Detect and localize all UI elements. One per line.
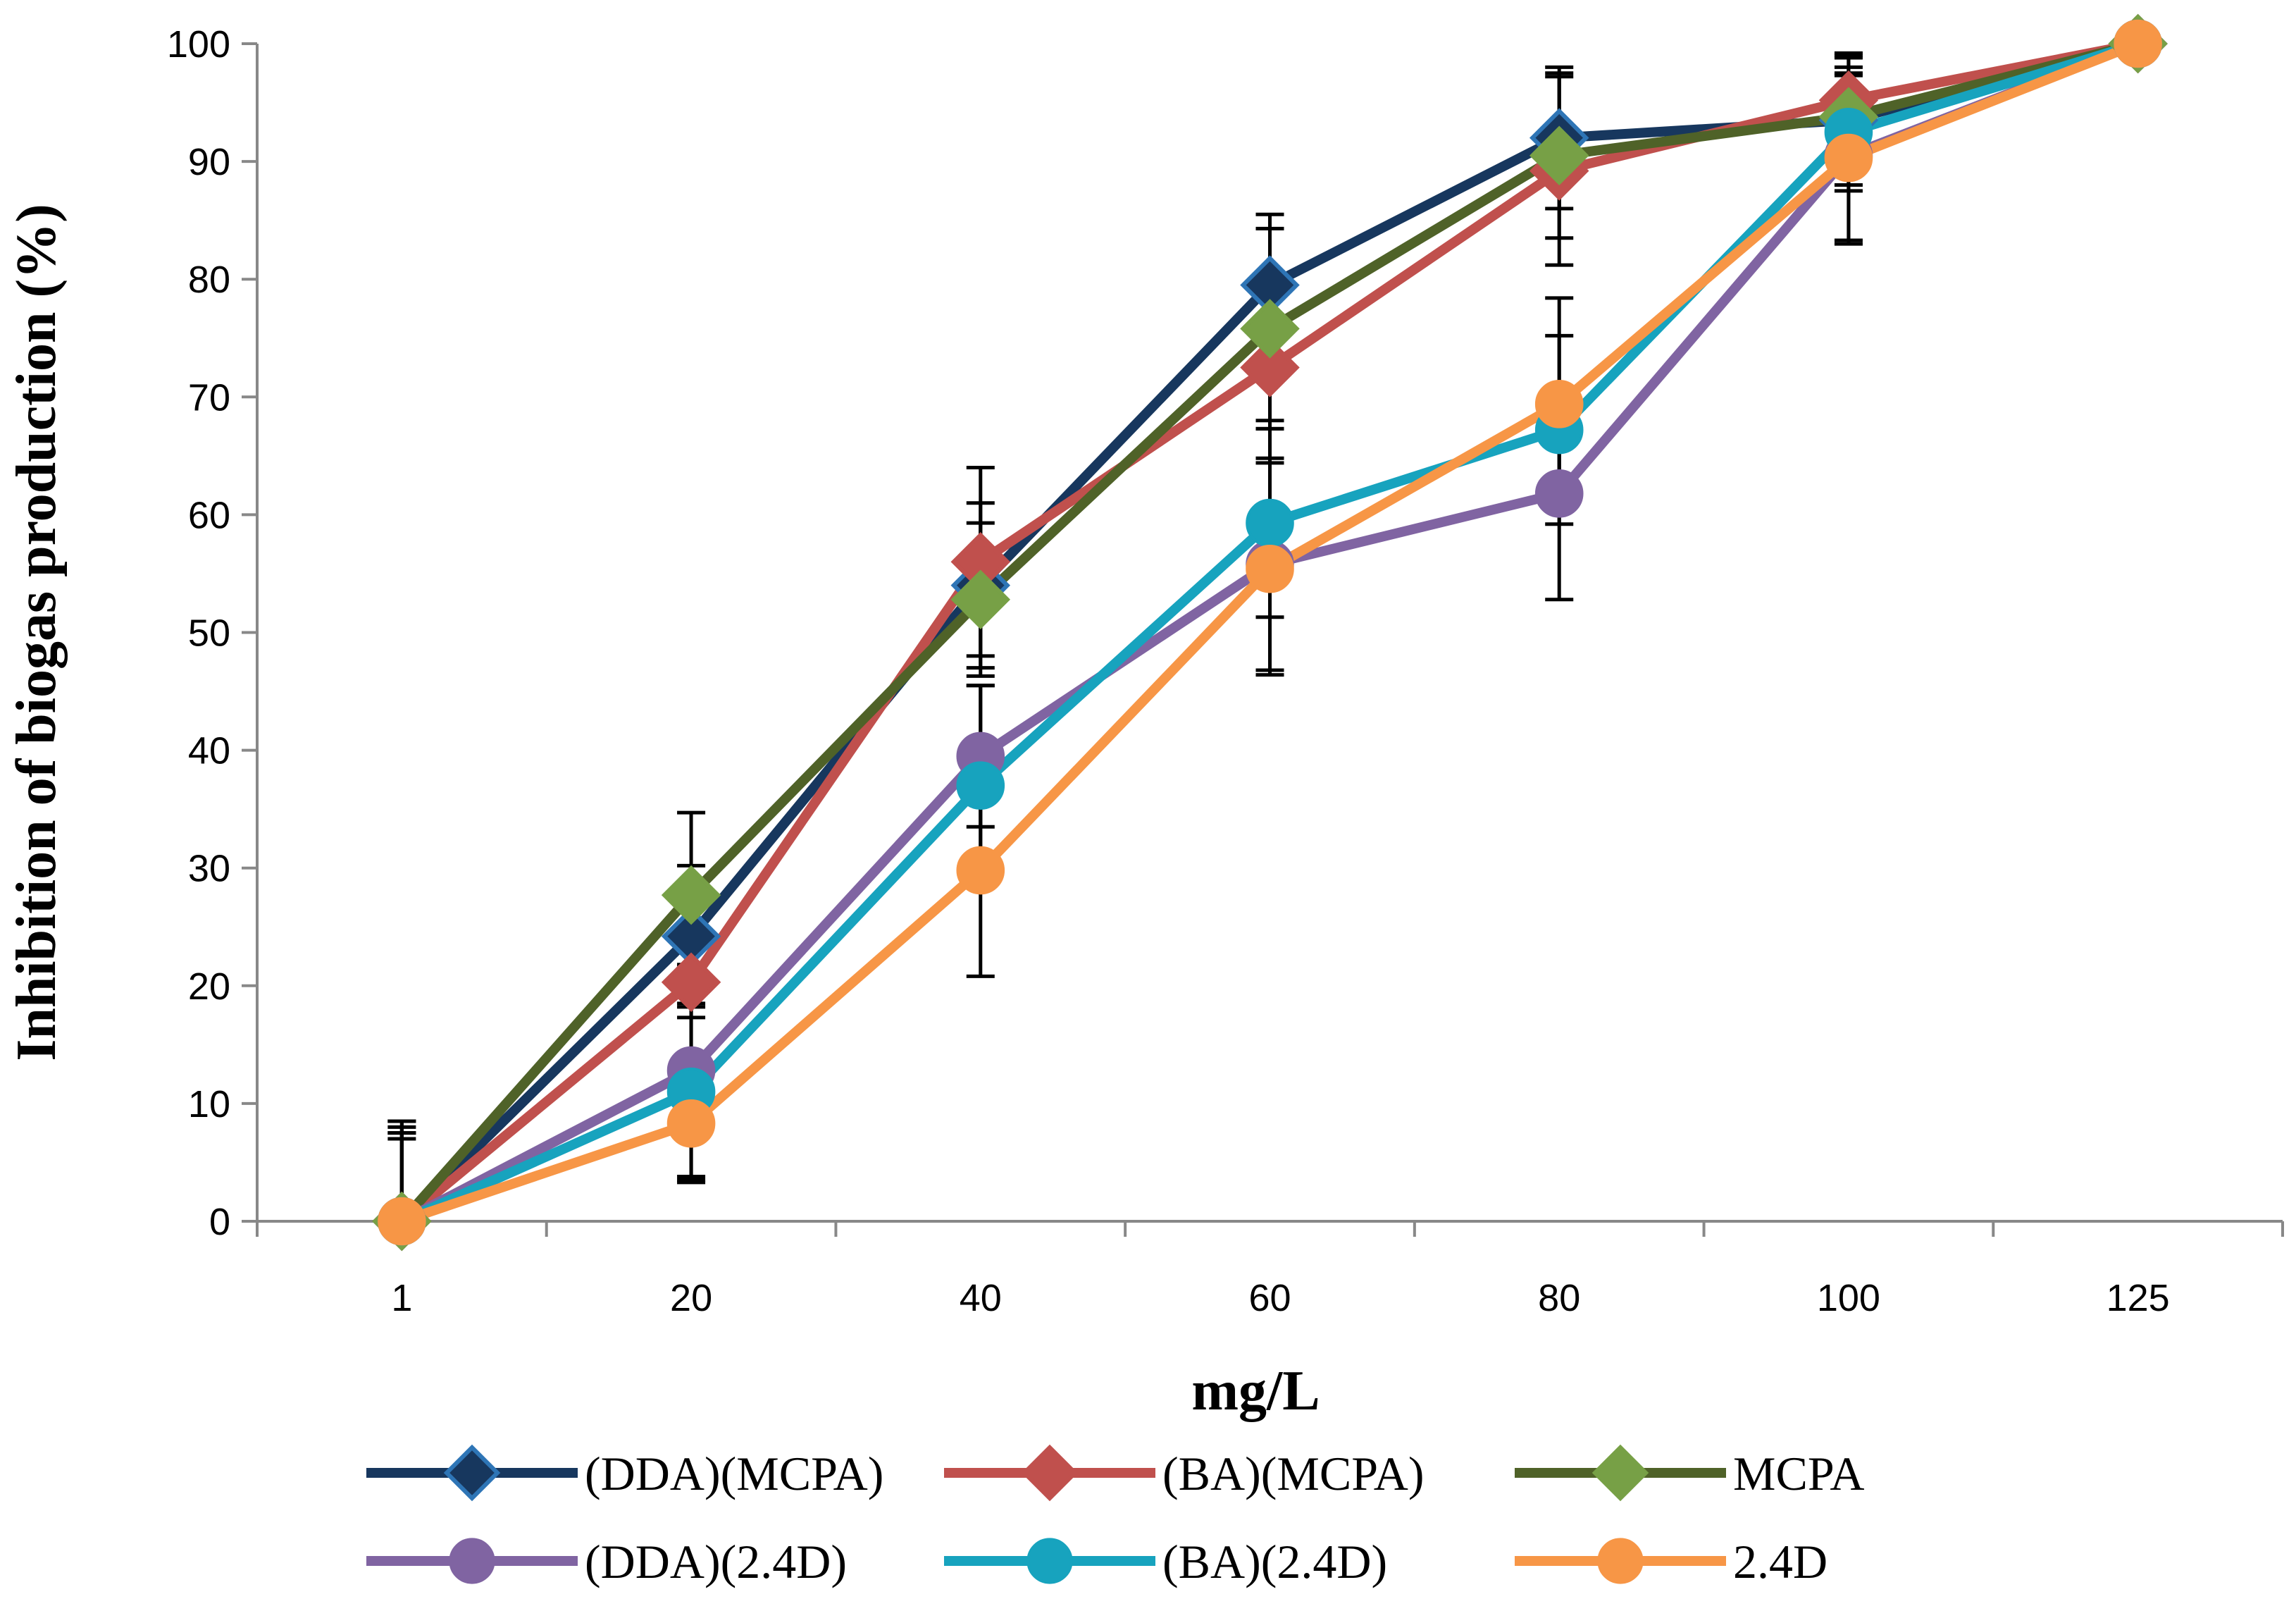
y-tick-label: 90 [188,141,230,183]
data-point [1240,299,1300,359]
data-point [1529,125,1589,185]
y-tick-label: 10 [188,1083,230,1125]
x-tick-label: 80 [1538,1277,1580,1319]
legend-marker [1021,1444,1079,1502]
data-point [1534,469,1584,518]
data-point [1246,544,1294,593]
x-tick-label: 1 [391,1277,412,1319]
x-tick-label: 100 [1817,1277,1880,1319]
data-point [956,846,1005,895]
legend-marker [1026,1538,1073,1584]
legend-marker [1597,1538,1644,1584]
data-point [950,569,1011,629]
legend-label: (DDA)(MCPA) [585,1447,883,1500]
y-tick-label: 100 [167,23,230,66]
y-tick-label: 80 [188,259,230,301]
data-point [661,865,721,925]
legend-marker [443,1444,501,1502]
y-tick-label: 50 [188,612,230,655]
data-point [1240,338,1300,397]
data-point [1534,380,1584,428]
legend-label: (BA)(MCPA) [1162,1447,1425,1500]
legend: (DDA)(MCPA) (BA)(MCPA) MCPA (DDA)(2.4D) (BA)… [366,1444,1865,1588]
x-tick-label: 60 [1248,1277,1291,1319]
legend-label: 2.4D [1733,1535,1828,1588]
legend-item: MCPA [1515,1444,1865,1502]
x-tick-label: 40 [960,1277,1002,1319]
x-axis-title: mg/L [1191,1360,1320,1422]
data-point [378,1197,426,1246]
x-tick-label: 20 [670,1277,712,1319]
data-point [661,952,721,1013]
x-axis-ticks: 1 20 40 60 80 100 125 [256,1221,2284,1319]
data-point [1246,498,1294,548]
data-point [666,1099,716,1148]
data-point [956,761,1005,810]
legend-item: (BA)(2.4D) [944,1535,1387,1588]
legend-item: 2.4D [1515,1535,1828,1588]
legend-label: (BA)(2.4D) [1162,1535,1387,1588]
y-axis-ticks: 0 10 20 30 40 50 60 70 80 90 100 [167,23,257,1243]
legend-label: (DDA)(2.4D) [585,1535,847,1588]
legend-marker [1591,1444,1649,1502]
y-tick-label: 20 [188,965,230,1008]
y-tick-label: 0 [209,1201,230,1243]
legend-item: (DDA)(2.4D) [366,1535,847,1588]
y-tick-label: 70 [188,376,230,419]
x-tick-label: 125 [2106,1277,2170,1319]
y-axis-title: Inhibition of biogas production (%) [6,204,68,1061]
series-markers [372,13,2168,1252]
legend-item: (BA)(MCPA) [944,1444,1425,1502]
legend-label: MCPA [1733,1447,1865,1500]
legend-marker [449,1538,495,1584]
y-tick-label: 40 [188,730,230,772]
data-point [2114,19,2162,68]
legend-item: (DDA)(MCPA) [366,1444,883,1502]
y-tick-label: 60 [188,494,230,536]
y-tick-label: 30 [188,848,230,890]
data-point [1824,133,1873,183]
